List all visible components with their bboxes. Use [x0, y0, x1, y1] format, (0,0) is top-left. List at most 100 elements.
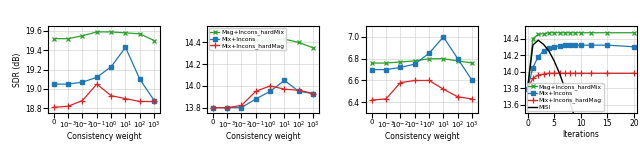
- Mix+Incons_hardMag: [577, 72, 585, 74]
- Mix+Incons_hardMag: [529, 77, 537, 79]
- Mag+Incons_hardMix: [440, 58, 447, 60]
- Line: MISI: MISI: [527, 40, 634, 145]
- MISI: [572, 119, 579, 121]
- Mix+Incons: [630, 46, 638, 48]
- Mix+Incons: [136, 78, 144, 80]
- Mix+Incons_hardMag: [572, 72, 579, 74]
- Mag+Incons_hardMix: [108, 31, 115, 33]
- Mag+Incons_hardMix: [630, 32, 638, 34]
- Mix+Incons: [524, 88, 531, 90]
- Mix+Incons: [252, 98, 260, 100]
- Mix+Incons_hardMag: [382, 98, 390, 100]
- Line: Mag+Incons_hardMix: Mag+Incons_hardMix: [369, 56, 474, 66]
- Mag+Incons_hardMix: [150, 40, 158, 41]
- Mix+Incons_hardMag: [604, 72, 611, 74]
- MISI: [566, 102, 574, 104]
- Mix+Incons_hardMag: [540, 73, 547, 75]
- Mix+Incons_hardMag: [454, 96, 461, 98]
- MISI: [534, 39, 542, 41]
- Mix+Incons_hardMag: [440, 88, 447, 90]
- Mix+Incons_hardMag: [468, 98, 476, 100]
- Mix+Incons_hardMag: [136, 101, 144, 102]
- Mag+Incons_hardMix: [550, 32, 558, 34]
- Mix+Incons: [566, 44, 574, 46]
- Mix+Incons_hardMag: [425, 80, 433, 81]
- Mix+Incons: [604, 44, 611, 46]
- Mix+Incons_hardMag: [309, 93, 317, 94]
- MISI: [524, 88, 531, 90]
- Mag+Incons_hardMix: [425, 58, 433, 60]
- Mix+Incons_hardMag: [50, 106, 58, 108]
- Line: Mix+Incons: Mix+Incons: [52, 46, 156, 102]
- Mix+Incons_hardMag: [280, 88, 288, 90]
- Mix+Incons: [454, 58, 461, 60]
- Mix+Incons_hardMag: [588, 72, 595, 74]
- Y-axis label: SDR (dB): SDR (dB): [13, 52, 22, 87]
- Mix+Incons: [468, 80, 476, 81]
- X-axis label: Consistency weight: Consistency weight: [67, 132, 141, 141]
- Mag+Incons_hardMix: [382, 62, 390, 64]
- Mix+Incons: [368, 69, 376, 70]
- Mag+Incons_hardMix: [524, 88, 531, 90]
- Mix+Incons: [534, 56, 542, 58]
- Mag+Incons_hardMix: [93, 31, 100, 33]
- X-axis label: Consistency weight: Consistency weight: [226, 132, 300, 141]
- Mix+Incons_hardMag: [545, 72, 553, 74]
- Mix+Incons: [577, 44, 585, 46]
- Line: Mix+Incons_hardMag: Mix+Incons_hardMag: [369, 78, 475, 103]
- Mix+Incons_hardMag: [108, 95, 115, 97]
- Line: Mix+Incons: Mix+Incons: [370, 35, 474, 82]
- Mix+Incons: [150, 100, 158, 101]
- Mag+Incons_hardMix: [529, 38, 537, 39]
- MISI: [545, 50, 553, 52]
- Mix+Incons: [223, 107, 231, 109]
- MISI: [556, 72, 563, 74]
- Mag+Incons_hardMix: [266, 39, 274, 41]
- Mix+Incons: [93, 76, 100, 78]
- Mix+Incons: [108, 66, 115, 68]
- Mix+Incons_hardMag: [79, 100, 86, 101]
- Line: Mix+Incons_hardMag: Mix+Incons_hardMag: [525, 71, 637, 92]
- Mag+Incons_hardMix: [280, 38, 288, 40]
- Mix+Incons_hardMag: [397, 82, 404, 84]
- Mix+Incons_hardMag: [561, 72, 569, 74]
- Mix+Incons: [550, 46, 558, 48]
- Mix+Incons: [440, 36, 447, 38]
- Line: Mag+Incons_hardMix: Mag+Incons_hardMix: [211, 37, 316, 50]
- Legend: Mag+Incons_hardMix, Mix+Incons, Mix+Incons_hardMag, MISI: Mag+Incons_hardMix, Mix+Incons, Mix+Inco…: [527, 83, 604, 111]
- Mix+Incons: [397, 67, 404, 68]
- Mag+Incons_hardMix: [588, 32, 595, 34]
- Mag+Incons_hardMix: [577, 32, 585, 34]
- Mix+Incons: [280, 80, 288, 81]
- Mix+Incons_hardMag: [122, 98, 129, 99]
- X-axis label: Consistency weight: Consistency weight: [385, 132, 459, 141]
- Line: Mix+Incons: Mix+Incons: [526, 43, 636, 91]
- Mix+Incons: [556, 45, 563, 47]
- Mix+Incons_hardMag: [534, 74, 542, 76]
- Mix+Incons_hardMag: [295, 89, 303, 91]
- Mix+Incons_hardMag: [150, 101, 158, 102]
- Mix+Incons_hardMag: [550, 72, 558, 74]
- Mix+Incons: [64, 83, 72, 85]
- Mix+Incons: [425, 52, 433, 54]
- Mag+Incons_hardMix: [545, 32, 553, 34]
- Mag+Incons_hardMix: [561, 32, 569, 34]
- Mix+Incons_hardMag: [556, 72, 563, 74]
- Mag+Incons_hardMix: [540, 33, 547, 34]
- Mag+Incons_hardMix: [572, 32, 579, 34]
- Mix+Incons_hardMag: [411, 80, 419, 81]
- Mix+Incons_hardMag: [237, 105, 245, 106]
- Mix+Incons: [295, 90, 303, 92]
- Mix+Incons: [545, 48, 553, 49]
- Mix+Incons_hardMag: [266, 85, 274, 87]
- Mix+Incons: [561, 44, 569, 46]
- Mix+Incons_hardMag: [630, 72, 638, 74]
- Mix+Incons: [588, 44, 595, 46]
- X-axis label: Iterations: Iterations: [563, 130, 599, 139]
- Mag+Incons_hardMix: [79, 35, 86, 37]
- Mix+Incons_hardMag: [209, 107, 216, 109]
- Mag+Incons_hardMix: [468, 62, 476, 64]
- Line: Mix+Incons_hardMag: Mix+Incons_hardMag: [51, 81, 157, 110]
- Mix+Incons_hardMag: [368, 99, 376, 101]
- Mag+Incons_hardMix: [566, 32, 574, 34]
